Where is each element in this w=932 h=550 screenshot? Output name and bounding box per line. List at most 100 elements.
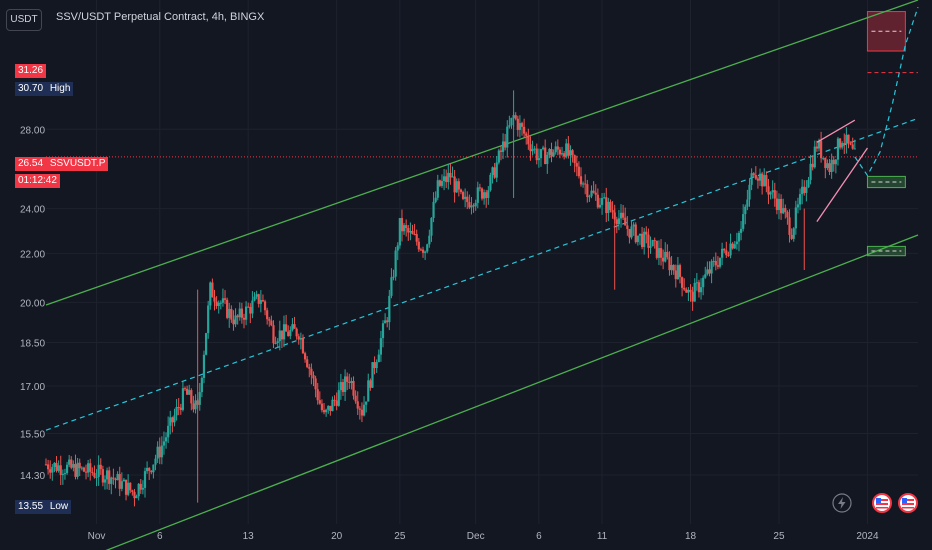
candle-body <box>103 479 107 483</box>
candle-body <box>99 464 102 470</box>
candle-body <box>190 390 193 404</box>
candle-body <box>554 146 557 153</box>
candle-body <box>293 324 296 329</box>
candle-body <box>525 133 528 136</box>
candle-body <box>649 246 652 248</box>
candle-body <box>303 353 307 360</box>
candle-body <box>405 225 408 229</box>
candle-body <box>600 198 604 205</box>
candle-body <box>596 194 599 208</box>
candle-body <box>640 233 644 248</box>
candle-body <box>520 123 524 127</box>
candle-body <box>592 190 595 193</box>
candle-body <box>727 255 730 257</box>
candle-body <box>131 490 134 492</box>
candle-body <box>704 274 707 278</box>
candle-body <box>685 289 688 293</box>
candle-body <box>798 194 802 205</box>
candle-body <box>615 219 618 225</box>
candle-body <box>809 163 812 181</box>
candle-body <box>523 126 526 134</box>
candle-body <box>388 295 391 323</box>
candle-body <box>129 482 132 491</box>
candle-body <box>796 204 800 208</box>
candle-body <box>339 382 342 391</box>
candle-body <box>607 201 610 214</box>
candle-body <box>91 471 94 474</box>
candle-body <box>556 146 559 150</box>
candle-body <box>845 134 848 145</box>
candle-body <box>135 496 138 499</box>
candle-body <box>124 479 128 495</box>
candle-body <box>301 338 305 354</box>
candle-body <box>251 300 254 314</box>
wedge-upper-line <box>816 119 856 143</box>
candle-body <box>483 192 486 199</box>
candle-body <box>788 217 791 235</box>
y-tick-label: 24.00 <box>20 205 45 216</box>
channel-lower-line <box>105 234 919 550</box>
candle-body <box>95 476 98 478</box>
candle-body <box>807 180 810 188</box>
candle-body <box>689 289 692 292</box>
candle-body <box>436 180 439 198</box>
candle-body <box>152 464 155 473</box>
candle-body <box>415 234 418 242</box>
candle-body <box>695 282 698 284</box>
candle-body <box>272 325 275 344</box>
candle-body <box>609 201 612 211</box>
candle-body <box>567 143 570 156</box>
us-flag-icon[interactable] <box>898 493 918 518</box>
candle-body <box>674 270 677 280</box>
candle-body <box>381 323 385 339</box>
candle-body <box>327 405 330 410</box>
candle-body <box>575 163 578 167</box>
candle-body <box>421 249 425 253</box>
candle-body <box>204 333 208 355</box>
candle-body <box>622 212 625 218</box>
candle-body <box>268 319 271 321</box>
candle-body <box>162 441 166 446</box>
candle-body <box>141 487 144 490</box>
candle-body <box>207 305 210 334</box>
candle-body <box>139 483 142 490</box>
candle-body <box>356 401 359 409</box>
candle-body <box>487 190 490 199</box>
candle-body <box>217 302 220 306</box>
candle-body <box>470 205 473 208</box>
low-price-tag: 13.55 Low <box>15 500 72 514</box>
candle-body <box>285 324 288 332</box>
lightning-icon[interactable] <box>832 493 852 518</box>
candle-body <box>53 462 56 467</box>
candle-body <box>175 407 178 416</box>
candle-body <box>763 175 766 187</box>
candle-body <box>853 148 856 150</box>
candle-body <box>238 308 241 318</box>
candle-body <box>712 260 715 262</box>
candle-body <box>573 155 576 164</box>
candle-body <box>417 241 420 250</box>
y-tick-label: 22.00 <box>20 249 45 260</box>
us-flag-icon[interactable] <box>872 493 892 518</box>
candle-body <box>754 175 757 179</box>
candle-body <box>371 362 374 388</box>
candle-body <box>192 403 195 410</box>
candle-body <box>59 465 62 475</box>
candle-body <box>647 234 650 248</box>
candle-body <box>377 354 380 363</box>
candle-body <box>108 470 111 484</box>
candle-body <box>771 190 774 193</box>
low-value: 13.55 <box>18 501 44 512</box>
candle-body <box>230 308 233 320</box>
candle-body <box>65 464 69 474</box>
currency-unit-button[interactable]: USDT <box>6 9 42 31</box>
candle-body <box>565 143 568 157</box>
candle-body <box>659 248 663 258</box>
candle-body <box>114 478 117 481</box>
candle-body <box>634 224 637 243</box>
candle-body <box>392 276 395 278</box>
candle-body <box>497 150 500 163</box>
candle-body <box>630 226 633 238</box>
